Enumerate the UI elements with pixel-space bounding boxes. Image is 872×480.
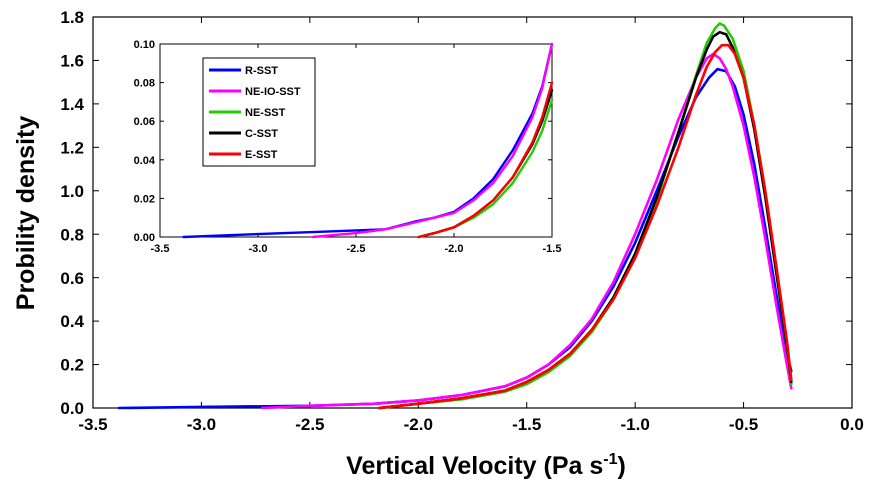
inset-y-tick-label: 0.10 [134, 39, 155, 51]
x-axis-title-main: Vertical Velocity (Pa s [346, 452, 603, 480]
y-axis-title: Probility density [12, 116, 40, 311]
legend: R-SST NE-IO-SST NE-SST C-SST E-SST [202, 57, 316, 167]
inset-y-tick-label: 0.04 [134, 155, 156, 167]
inset-y-tick-label: 0.00 [134, 232, 155, 244]
x-tick-label: -3.5 [78, 415, 107, 434]
inset-series-line-e-sst [417, 81, 554, 239]
main-plot: -3.5 -3.0 -2.5 -2.0 -1.5 -1.0 -0.5 0.0 0.0 0.2 0.4… [60, 8, 863, 434]
inset-x-tick-label: -1.5 [543, 243, 562, 255]
inset-y-tick-label: 0.06 [134, 116, 155, 128]
inset-x-tick-label: -3.0 [249, 243, 268, 255]
series-line-ne-io-sst [260, 52, 793, 410]
x-axis-title-superscript: -1 [603, 451, 617, 468]
y-tick-label: 1.8 [60, 8, 84, 27]
inset-y-tick-label: 0.08 [134, 78, 155, 90]
inset-y-tick-label: 0.02 [134, 193, 155, 205]
inset-plot: -3.5 -3.0 -2.5 -2.0 -1.5 0.00 0.02 0.04 0.06 0.08… [134, 39, 562, 255]
inset-x-tick-label: -3.5 [151, 243, 170, 255]
inset-x-tick-label: -2.0 [445, 243, 464, 255]
x-tick-label: -2.5 [295, 415, 324, 434]
y-tick-label: 1.2 [60, 138, 84, 157]
x-tick-label: -2.0 [404, 415, 433, 434]
x-tick-label: -3.0 [187, 415, 216, 434]
y-tick-label: 0.0 [60, 399, 84, 418]
inset-series-line-ne-io-sst [311, 42, 554, 239]
x-tick-label: 0.0 [840, 415, 864, 434]
series-line-e-sst [377, 43, 793, 410]
y-tick-label: 0.8 [60, 225, 84, 244]
x-axis-title-close: ) [618, 452, 626, 480]
y-tick-label: 0.2 [60, 356, 84, 375]
y-tick-label: 0.6 [60, 269, 84, 288]
legend-label: E-SST [245, 149, 278, 161]
x-tick-label: -1.5 [512, 415, 541, 434]
legend-label: NE-SST [245, 107, 286, 119]
main-plot-frame [92, 16, 853, 409]
y-tick-label: 1.6 [60, 52, 84, 71]
legend-label: NE-IO-SST [245, 86, 301, 98]
y-tick-label: 0.4 [60, 312, 84, 331]
legend-label: R-SST [245, 65, 278, 77]
y-tick-label: 1.0 [60, 182, 84, 201]
x-axis-title: Vertical Velocity (Pa s-1) [346, 451, 626, 480]
x-tick-label: -0.5 [729, 415, 758, 434]
legend-label: C-SST [245, 128, 278, 140]
y-tick-label: 1.4 [60, 95, 84, 114]
x-tick-label: -1.0 [620, 415, 649, 434]
inset-x-tick-label: -2.5 [347, 243, 366, 255]
